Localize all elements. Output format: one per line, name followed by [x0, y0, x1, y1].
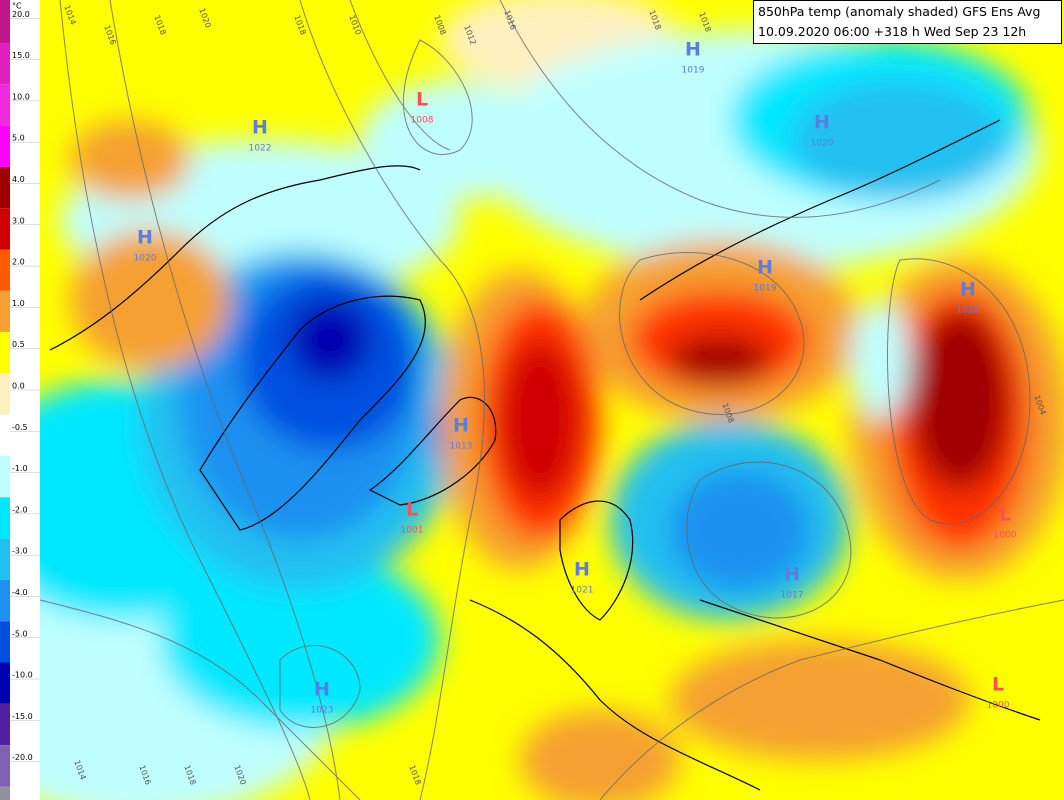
pressure-center-letter: H — [137, 227, 153, 249]
legend-swatch — [0, 745, 10, 787]
legend-swatch — [0, 1, 10, 44]
pressure-center-value: 1021 — [571, 586, 594, 596]
legend-label: 3.0 — [12, 216, 25, 225]
legend-swatch — [0, 414, 10, 457]
legend-label: 15.0 — [12, 51, 30, 60]
legend-label: -5.0 — [12, 629, 28, 638]
legend-swatch — [0, 43, 10, 85]
pressure-center-value: 1020 — [134, 254, 157, 264]
pressure-center-value: 1008 — [411, 116, 434, 126]
anomaly-blob — [160, 550, 440, 730]
legend-label: -0.5 — [12, 423, 28, 432]
pressure-center-value: 1001 — [401, 526, 424, 536]
legend-label: 0.5 — [12, 340, 25, 349]
legend-label: 5.0 — [12, 134, 25, 143]
legend-swatch — [0, 332, 10, 374]
legend-label: 4.0 — [12, 175, 25, 184]
pressure-center-letter: L — [416, 89, 428, 111]
pressure-center-value: 1019 — [682, 66, 705, 76]
legend-swatch — [0, 84, 10, 126]
pressure-center-letter: H — [685, 39, 701, 61]
legend-label: 2.0 — [12, 258, 25, 267]
pressure-center-letter: H — [784, 564, 800, 586]
pressure-center-value: 1022 — [957, 306, 980, 316]
pressure-center-value: 1013 — [450, 442, 473, 452]
legend-swatch — [0, 290, 10, 333]
legend-label: 1.0 — [12, 299, 25, 308]
pressure-center-value: 1000 — [994, 531, 1017, 541]
legend-label: 20.0 — [12, 10, 30, 19]
legend-swatch — [0, 166, 10, 209]
legend-label: -2.0 — [12, 505, 28, 514]
pressure-center-letter: L — [992, 674, 1004, 696]
pressure-center-value: 1022 — [249, 144, 272, 154]
anomaly-blob — [910, 310, 1010, 490]
legend-label: -1.0 — [12, 464, 28, 473]
title-line: 10.09.2020 06:00 +318 h Wed Sep 23 12h — [758, 24, 1027, 39]
anomaly-blob — [500, 340, 580, 500]
pressure-center-value: 1000 — [987, 701, 1010, 711]
legend-label: 10.0 — [12, 92, 30, 101]
pressure-center-value: 1017 — [781, 591, 804, 601]
anomaly-blob — [290, 300, 370, 380]
legend-swatch — [0, 497, 10, 539]
pressure-center-letter: H — [574, 559, 590, 581]
anomaly-blob — [670, 640, 970, 760]
legend-unit: °C — [12, 2, 22, 11]
legend: °C20.0 15.0 10.0 5.0 4.0 3.0 2.0 1.0 0.5 0.0 -0.5 -… — [0, 0, 40, 800]
anomaly-blob — [360, 80, 560, 200]
pressure-center-letter: H — [453, 415, 469, 437]
legend-label: -4.0 — [12, 588, 28, 597]
pressure-center-letter: L — [406, 499, 418, 521]
legend-label: -3.0 — [12, 547, 28, 556]
pressure-center-value: 1023 — [311, 706, 334, 716]
legend-label: 0.0 — [12, 381, 25, 390]
legend-swatch — [0, 249, 10, 291]
legend-label: -15.0 — [12, 712, 33, 721]
pressure-center-letter: H — [960, 279, 976, 301]
pressure-center-letter: H — [757, 257, 773, 279]
legend-swatch — [0, 538, 10, 580]
legend-swatch — [0, 703, 10, 746]
pressure-center-value: 1020 — [811, 139, 834, 149]
legend-swatch — [0, 373, 10, 415]
pressure-center-letter: L — [999, 504, 1011, 526]
legend-label: -10.0 — [12, 671, 33, 680]
pressure-center-value: 1019 — [754, 284, 777, 294]
anomaly-blob — [790, 80, 1010, 200]
title-line: 850hPa temp (anomaly shaded) GFS Ens Avg — [758, 4, 1041, 19]
legend-swatch — [0, 208, 10, 250]
pressure-center-letter: H — [314, 679, 330, 701]
anomaly-blob — [670, 470, 810, 590]
anomaly-blob — [70, 120, 190, 200]
title-box: 850hPa temp (anomaly shaded) GFS Ens Avg… — [753, 0, 1062, 44]
pressure-center-letter: H — [814, 112, 830, 134]
coastlines — [49, 119, 1041, 791]
anomaly-blob — [670, 335, 770, 385]
anomaly-blob — [70, 230, 230, 370]
isobars — [39, 0, 1064, 800]
legend-swatch — [0, 662, 10, 704]
legend-swatch — [0, 456, 10, 498]
legend-swatch — [0, 786, 10, 800]
legend-swatch — [0, 621, 10, 663]
anomaly-blob — [850, 300, 910, 420]
anomaly-blob — [520, 710, 680, 800]
legend-swatch — [0, 0, 10, 10]
pressure-center-letter: H — [252, 117, 268, 139]
legend-swatch — [0, 125, 10, 167]
legend-label: -20.0 — [12, 753, 33, 762]
legend-swatch — [0, 579, 10, 622]
